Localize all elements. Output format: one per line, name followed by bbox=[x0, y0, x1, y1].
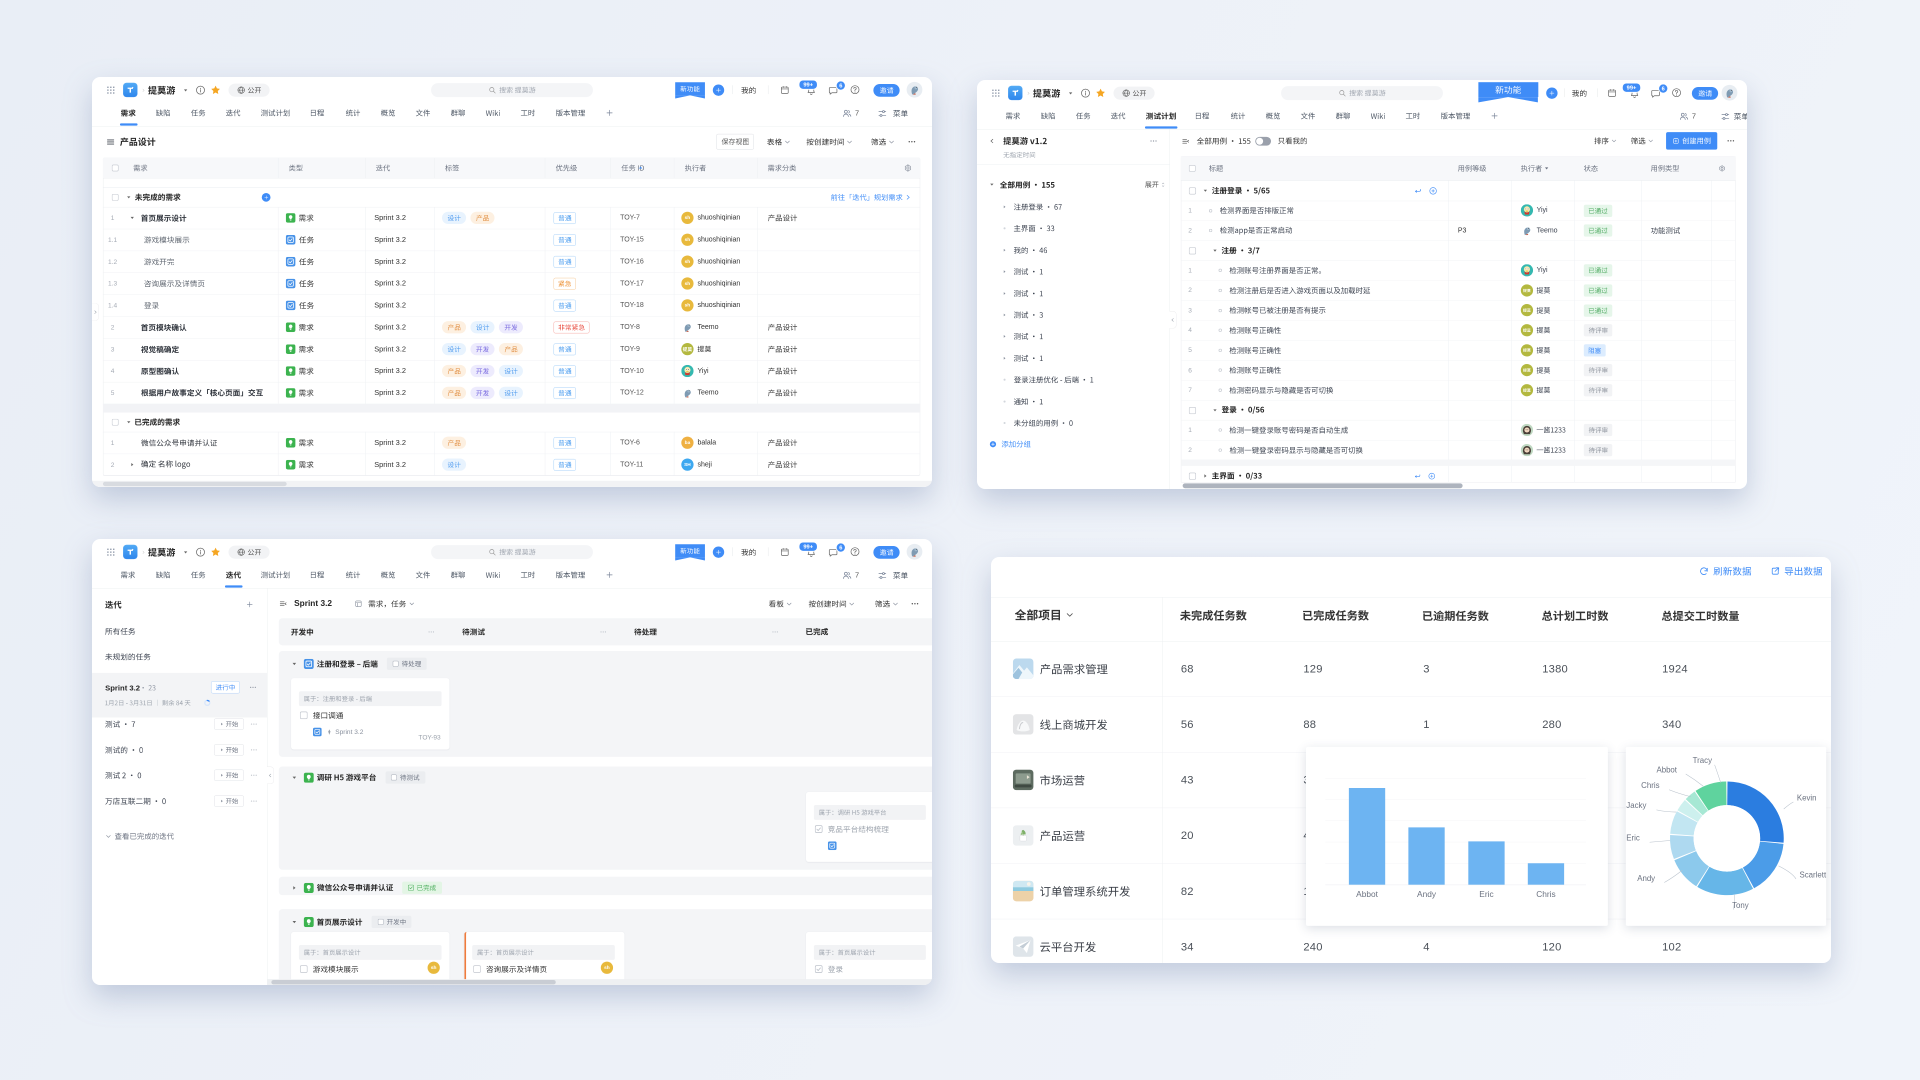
svg-text:Scarlett: Scarlett bbox=[1800, 870, 1827, 879]
svg-text:Chris: Chris bbox=[1641, 781, 1659, 790]
svg-text:Kevin: Kevin bbox=[1797, 793, 1817, 802]
svg-text:Jacky: Jacky bbox=[1626, 801, 1646, 810]
svg-text:Eric: Eric bbox=[1626, 834, 1640, 843]
svg-text:Abbot: Abbot bbox=[1656, 765, 1677, 774]
svg-text:Tracy: Tracy bbox=[1693, 756, 1712, 765]
svg-text:Andy: Andy bbox=[1637, 874, 1655, 883]
svg-text:Tony: Tony bbox=[1732, 901, 1749, 910]
